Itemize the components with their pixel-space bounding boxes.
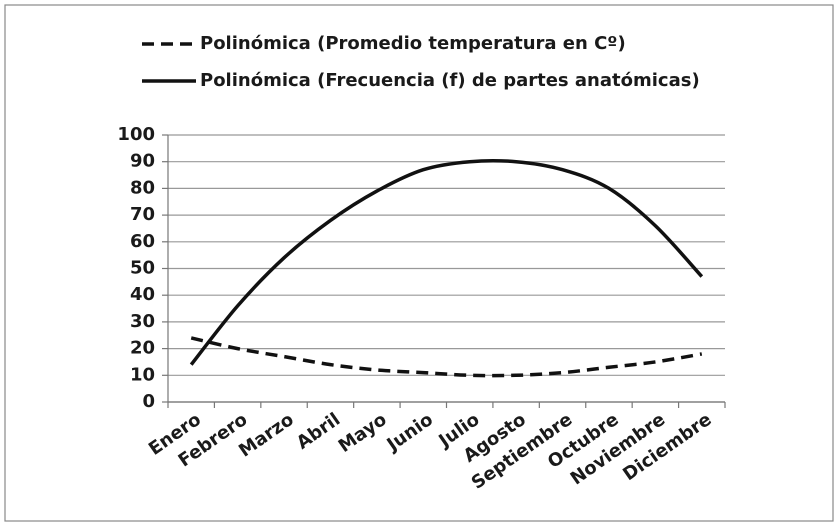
y-tick-label: 70	[130, 204, 155, 225]
y-tick-label: 90	[130, 151, 155, 172]
legend-label: Polinómica (Promedio temperatura en Cº)	[200, 33, 626, 54]
y-tick-label: 100	[117, 124, 155, 145]
line-series	[190, 336, 703, 378]
y-tick-label: 30	[130, 311, 155, 332]
legend: Polinómica (Promedio temperatura en Cº) P…	[142, 33, 700, 91]
y-tick-label: 80	[130, 177, 155, 198]
line-series	[189, 158, 704, 366]
y-tick-label: 40	[130, 284, 155, 305]
y-tick-label: 10	[130, 364, 155, 385]
y-tick-label: 60	[130, 231, 155, 252]
y-tick-label: 50	[130, 258, 155, 279]
y-tick-label: 0	[142, 391, 155, 412]
frame	[4, 4, 834, 522]
legend-label: Polinómica (Frecuencia (f) de partes ana…	[200, 70, 700, 91]
y-tick-label: 20	[130, 338, 155, 359]
